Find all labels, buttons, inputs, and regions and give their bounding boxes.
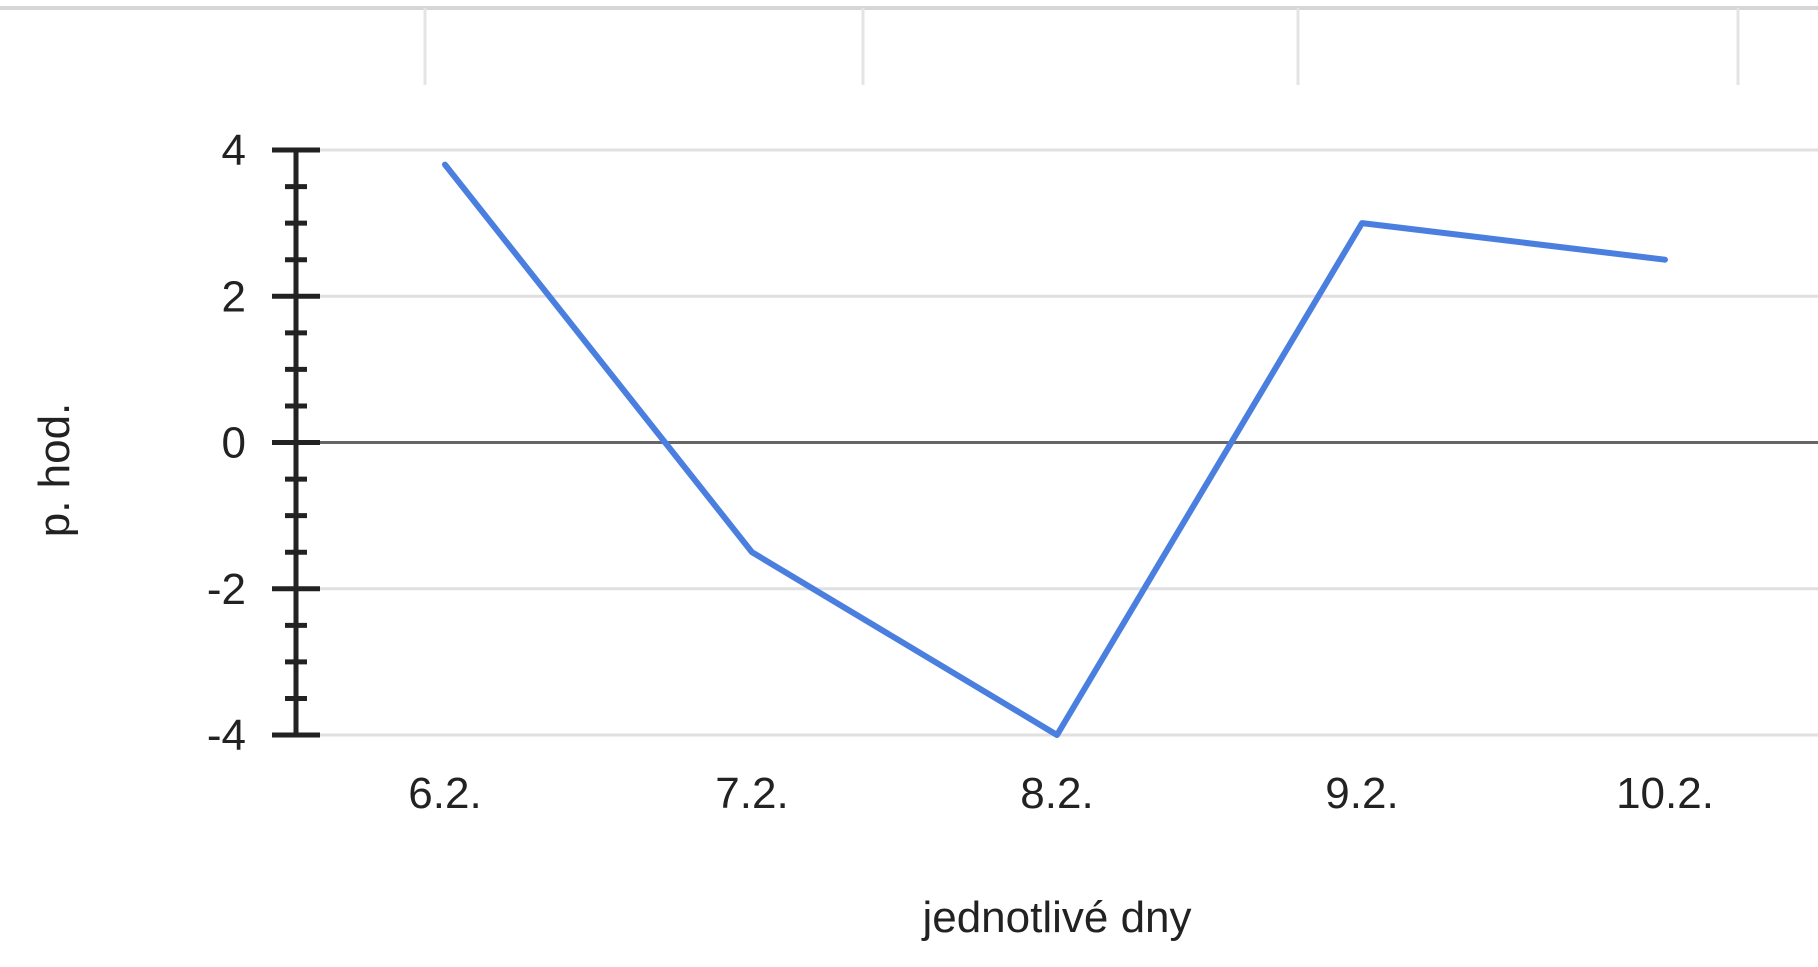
top-frame-gridlines <box>0 6 1818 85</box>
x-axis-title: jednotlivé dny <box>920 893 1191 942</box>
x-tick-label: 8.2. <box>1020 769 1093 818</box>
x-tick-label: 6.2. <box>408 769 481 818</box>
y-axis-ticks <box>272 147 320 738</box>
x-tick-label: 7.2. <box>715 769 788 818</box>
x-tick-label: 10.2. <box>1616 769 1714 818</box>
y-tick-label: 4 <box>222 126 246 175</box>
y-tick-label: 0 <box>222 419 246 468</box>
series-line <box>442 161 1668 738</box>
x-axis-tick-labels: 6.2. 7.2. 8.2. 9.2. 10.2. <box>408 769 1714 818</box>
y-axis-tick-labels: 4 2 0 -2 -4 <box>207 126 246 760</box>
y-tick-label: -2 <box>207 565 246 614</box>
series-group <box>442 161 1668 738</box>
x-tick-label: 9.2. <box>1325 769 1398 818</box>
y-tick-label: 2 <box>222 272 246 321</box>
y-tick-label: -4 <box>207 711 246 760</box>
y-axis-title: p. hod. <box>30 403 79 538</box>
